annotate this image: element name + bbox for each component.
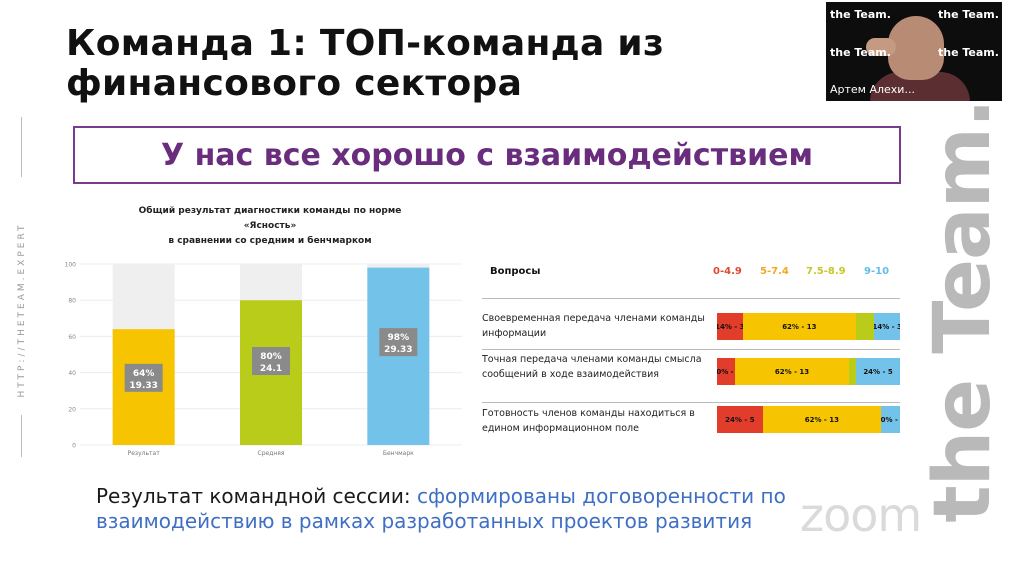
bar-value-percent: 98%: [388, 333, 410, 343]
headline-banner: У нас все хорошо с взаимодействием: [73, 126, 901, 184]
result-highlight-1: сформированы договоренности по: [416, 484, 786, 508]
video-watermark: the Team.: [938, 46, 999, 59]
chart-title: Общий результат диагностики команды по н…: [90, 204, 450, 249]
video-watermark: the Team.: [830, 8, 891, 21]
question-text: Своевременная передача членами команды и…: [482, 313, 705, 339]
chart-title-line-3: в сравнении со средним и бенчмарком: [168, 236, 372, 246]
left-divider-top: [21, 117, 22, 177]
questions-table: Вопросы 0-4.9 5-7.4 7.5-8.9 9-10 Своевре…: [476, 252, 906, 444]
question-bar: 10% - 262% - 13 24% - 5: [717, 358, 900, 385]
bar-segment: 24% - 5: [856, 358, 900, 385]
left-divider-bottom: [21, 415, 22, 457]
range-label-1: 5-7.4: [760, 266, 789, 277]
bar-segment: 62% - 13: [735, 358, 849, 385]
bar-value-percent: 64%: [133, 369, 155, 379]
bar-segment: 14% - 3: [874, 313, 900, 340]
participant-name: Артем Алехи...: [830, 83, 915, 96]
row-divider: [482, 298, 900, 299]
row-divider: [482, 402, 900, 403]
bar-value-score: 24.1: [260, 364, 282, 374]
participant-hand: [866, 38, 896, 56]
bar-segment: [848, 358, 857, 385]
banner-text: У нас все хорошо с взаимодействием: [161, 137, 813, 173]
result-label: Результат командной сессии:: [96, 484, 411, 508]
bar-value-box: [379, 328, 418, 357]
question-bar: 14% - 3 62% - 13 14% - 3: [717, 313, 900, 340]
bar-segment: 10% - 2: [717, 358, 736, 385]
the-team-logo: the Team.: [918, 99, 1008, 523]
y-tick-label: 0: [72, 443, 76, 450]
bar-value-box: [124, 363, 163, 392]
zoom-watermark: zoom: [800, 488, 922, 542]
slide-title: Команда 1: ТОП-команда из финансового се…: [66, 24, 664, 104]
range-label-2: 7.5-8.9: [806, 266, 846, 277]
y-tick-label: 20: [68, 406, 76, 413]
participant-video-tile[interactable]: the Team. the Team. the Team. the Team. …: [826, 2, 1002, 101]
y-tick-label: 60: [68, 334, 76, 341]
bar-segment: 24% - 5: [717, 406, 763, 433]
chart-title-line-1: Общий результат диагностики команды по н…: [138, 206, 402, 216]
bar-value-score: 29.33: [384, 345, 412, 355]
session-result: Результат командной сессии: сформированы…: [96, 484, 786, 534]
x-category-label: Результат: [128, 450, 161, 457]
questions-header: Вопросы: [490, 266, 541, 277]
participant-face: [888, 16, 944, 80]
bar-value-box: [252, 347, 290, 376]
bar-segment: 10% - 2: [880, 406, 900, 433]
y-tick-label: 100: [65, 262, 77, 269]
range-label-3: 9-10: [864, 266, 890, 277]
range-label-0: 0-4.9: [713, 266, 742, 277]
video-watermark: the Team.: [938, 8, 999, 21]
side-url: HTTP://THETEAM.EXPERT: [17, 222, 27, 398]
slide-title-line-1: Команда 1: ТОП-команда из: [66, 23, 665, 64]
row-divider: [482, 349, 900, 350]
bar-value-percent: 80%: [260, 352, 282, 362]
y-tick-label: 40: [68, 370, 76, 377]
x-category-label: Бенчмарк: [383, 450, 414, 457]
bar-value-score: 19.33: [129, 381, 157, 391]
slide-title-line-2: финансового сектора: [66, 63, 523, 104]
video-watermark: the Team.: [830, 46, 891, 59]
bar-segment: 62% - 13: [762, 406, 881, 433]
question-text: Точная передача членами команды смысла с…: [482, 354, 702, 380]
question-bar: 24% - 562% - 1310% - 2: [717, 406, 900, 433]
bar: [367, 267, 430, 445]
bar-chart: 0 20 40 60 80 100 64% 19.33 Результат 80% 24.1 Сред…: [65, 262, 462, 457]
result-highlight-2: взаимодействию в рамках разработанных пр…: [96, 509, 753, 533]
bar-segment: 62% - 13: [742, 313, 857, 340]
chart-title-line-2: «Ясность»: [243, 221, 297, 231]
y-tick-label: 80: [68, 298, 76, 305]
x-category-label: Средняя: [258, 450, 285, 457]
bar-segment: [856, 313, 875, 340]
question-text: Готовность членов команды находиться в е…: [482, 408, 695, 434]
bar-segment: 14% - 3: [717, 313, 743, 340]
